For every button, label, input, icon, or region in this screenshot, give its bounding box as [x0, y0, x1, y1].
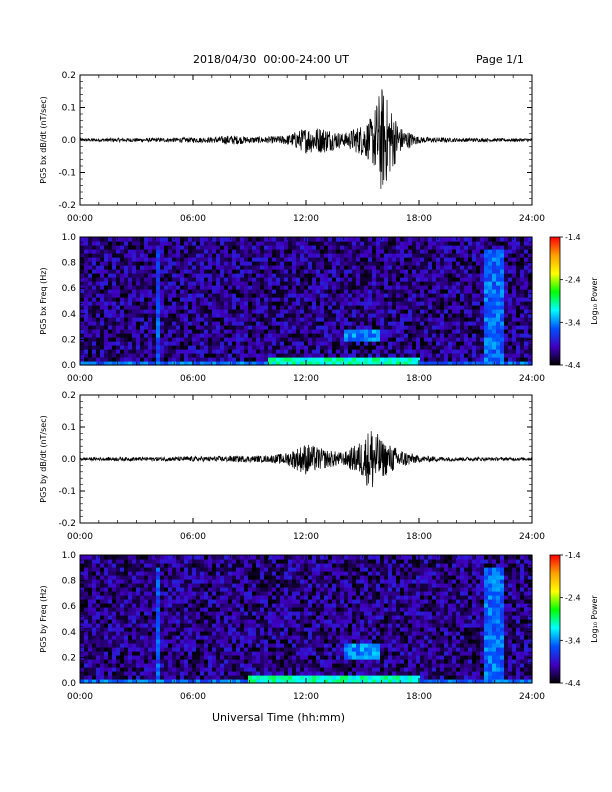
x-tick-label: 12:00 [293, 532, 319, 542]
colorbar-tick-label: -1.4 [565, 233, 581, 242]
x-tick-label: 00:00 [67, 692, 93, 702]
y-tick-label: 1.0 [62, 233, 77, 243]
y-tick-label: 0.0 [62, 679, 77, 689]
y-tick-label: 0.8 [62, 259, 77, 269]
x-tick-label: 12:00 [293, 374, 319, 384]
spectrogram-cells [80, 555, 533, 684]
y-tick-label: -0.1 [58, 169, 76, 179]
x-tick-label: 24:00 [519, 374, 545, 384]
x-tick-label: 00:00 [67, 214, 93, 224]
colorbar-label: Log₁₀ Power [590, 277, 599, 325]
colorbar-tick-label: -4.4 [565, 361, 581, 370]
y-tick-label: 0.6 [62, 284, 77, 294]
x-tick-label: 18:00 [406, 532, 432, 542]
page-number: Page 1/1 [476, 53, 524, 66]
y-tick-label: 0.0 [62, 136, 77, 146]
x-tick-label: 06:00 [180, 532, 206, 542]
x-tick-label: 24:00 [519, 692, 545, 702]
colorbar: -1.4 -2.4 -3.4 -4.4 Log₁₀ Power [549, 551, 599, 688]
panel-4: 00:00 06:00 12:00 18:00 24:00 1.0 0.8 0.6 0.4 0.2… [39, 551, 545, 702]
date-range-title: 2018/04/30 00:00-24:00 UT [193, 53, 350, 66]
y-axis-label: PG5 bx dB/dt (nT/sec) [39, 96, 48, 183]
y-tick-label: 0.8 [62, 577, 77, 587]
y-tick-label: 0.1 [62, 423, 76, 433]
y-tick-label: 0.2 [62, 71, 76, 81]
spectrogram-cells [80, 237, 533, 366]
y-tick-label: 0.2 [62, 335, 76, 345]
series-line [79, 431, 533, 488]
colorbar-tick-label: -2.4 [565, 594, 581, 603]
series-line [79, 89, 533, 189]
y-axis-label: PG5 by Freq (Hz) [39, 585, 48, 652]
y-tick-label: 1.0 [62, 551, 77, 561]
colorbar: -1.4 -2.4 -3.4 -4.4 Log₁₀ Power [549, 233, 599, 370]
x-tick-label: 18:00 [406, 214, 432, 224]
x-tick-label: 12:00 [293, 214, 319, 224]
colorbar-tick-label: -3.4 [565, 318, 581, 327]
y-tick-label: 0.4 [62, 628, 77, 638]
y-tick-label: 0.0 [62, 455, 77, 465]
x-tick-label: 00:00 [67, 532, 93, 542]
y-tick-label: -0.2 [58, 201, 76, 211]
x-axis-label: Universal Time (hh:mm) [212, 711, 345, 724]
x-tick-label: 18:00 [406, 374, 432, 384]
x-tick-label: 24:00 [519, 532, 545, 542]
y-tick-label: 0.6 [62, 602, 77, 612]
y-tick-label: 0.4 [62, 310, 77, 320]
x-tick-label: 00:00 [67, 374, 93, 384]
colorbar-gradient [549, 236, 561, 366]
y-tick-label: 0.1 [62, 104, 76, 114]
y-tick-label: -0.2 [58, 519, 76, 529]
panel-3: 00:00 06:00 12:00 18:00 24:00 0.2 0.1 0.0 -0.1 -0… [39, 391, 545, 542]
x-tick-label: 06:00 [180, 214, 206, 224]
y-tick-label: -0.1 [58, 487, 76, 497]
y-tick-label: 0.2 [62, 653, 76, 663]
y-tick-label: 0.0 [62, 361, 77, 371]
colorbar-tick-label: -3.4 [565, 636, 581, 645]
colorbar-tick-label: -1.4 [565, 551, 581, 560]
colorbar-gradient [549, 554, 561, 684]
x-tick-label: 06:00 [180, 374, 206, 384]
y-axis-label: PG5 bx Freq (Hz) [39, 267, 48, 334]
colorbar-label: Log₁₀ Power [590, 595, 599, 643]
panel-2: 00:00 06:00 12:00 18:00 24:00 1.0 0.8 0.6 0.4 0.2… [39, 233, 545, 384]
colorbar-tick-label: -2.4 [565, 276, 581, 285]
colorbar-tick-label: -4.4 [565, 679, 581, 688]
x-tick-label: 24:00 [519, 214, 545, 224]
y-axis-label: PG5 by dB/dt (nT/sec) [39, 415, 48, 502]
panel-1: 00:00 06:00 12:00 18:00 24:00 0.2 0.1 0.0 -0.1 -0… [39, 71, 545, 224]
x-tick-label: 06:00 [180, 692, 206, 702]
x-tick-label: 12:00 [293, 692, 319, 702]
x-tick-label: 18:00 [406, 692, 432, 702]
y-tick-label: 0.2 [62, 391, 76, 401]
